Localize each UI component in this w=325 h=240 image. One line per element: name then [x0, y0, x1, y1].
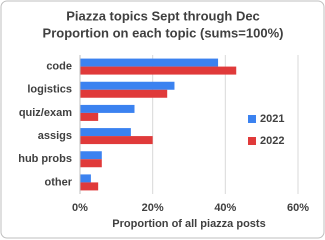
bar: [80, 174, 91, 183]
legend-swatch: [248, 137, 256, 145]
bar: [80, 159, 102, 168]
y-tick-label: code: [46, 60, 72, 72]
x-tick-label: 40%: [214, 202, 236, 214]
bar: [80, 89, 168, 98]
bar: [80, 81, 175, 90]
x-tick-label: 60%: [287, 202, 309, 214]
x-tick-label: 0%: [72, 202, 88, 214]
y-tick-label: other: [45, 176, 73, 188]
bar: [80, 66, 237, 75]
legend-label: 2021: [260, 113, 284, 125]
bar: [80, 151, 102, 160]
legend-swatch: [248, 115, 256, 123]
bar: [80, 182, 99, 191]
bar: [80, 128, 131, 137]
bar: [80, 136, 153, 145]
chart-title: Piazza topics Sept through Dec: [66, 8, 260, 23]
x-axis-title: Proportion of all piazza posts: [112, 218, 265, 230]
bar: [80, 58, 219, 67]
bar: [80, 112, 99, 121]
y-tick-label: hub probs: [18, 153, 72, 165]
y-tick-label: assigs: [38, 130, 72, 142]
chart-title: Proportion on each topic (sums=100%): [43, 25, 284, 40]
y-tick-label: logistics: [27, 84, 72, 96]
legend-label: 2022: [260, 135, 284, 147]
y-tick-label: quiz/exam: [19, 107, 72, 119]
x-tick-label: 20%: [142, 202, 164, 214]
bar: [80, 104, 135, 113]
